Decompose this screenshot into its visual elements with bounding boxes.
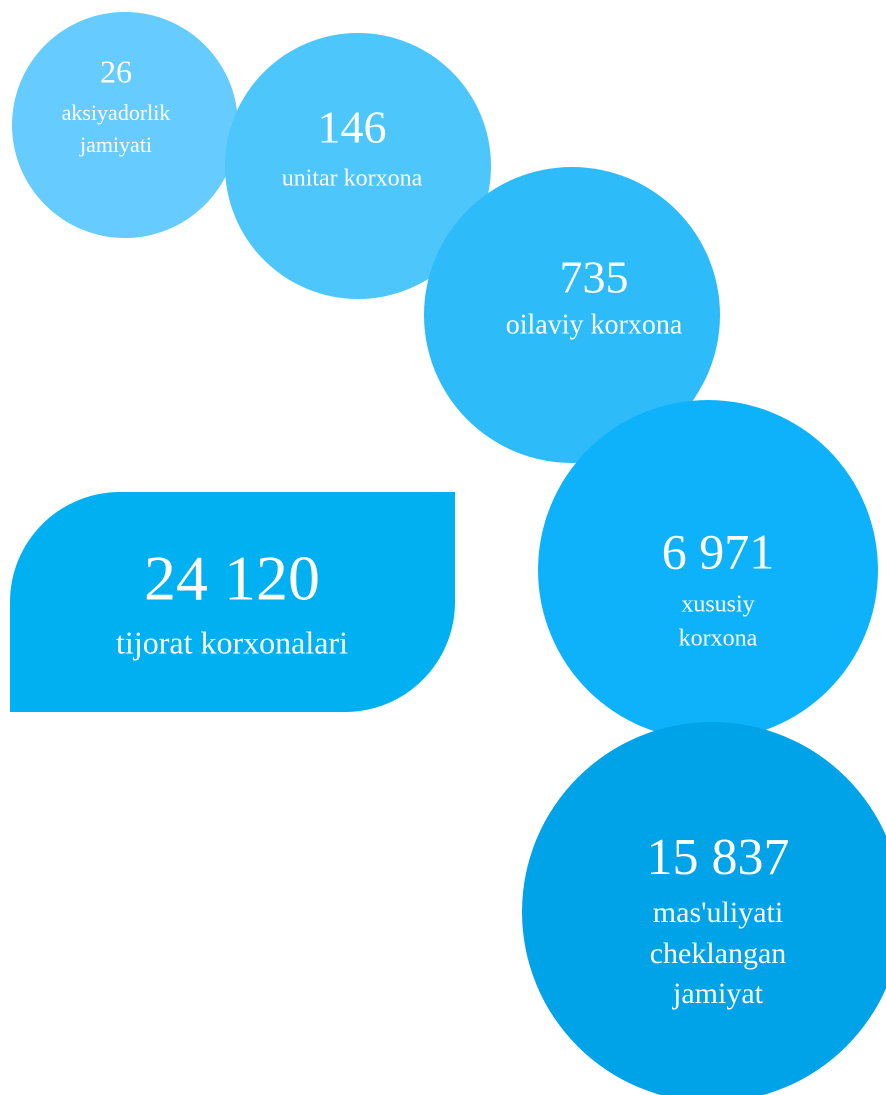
bubble-value: 26: [100, 53, 132, 89]
bubble: [522, 722, 886, 1095]
bubble-value: 735: [560, 252, 629, 303]
bubble-label: mas'uliyati: [653, 896, 783, 929]
bubble-value: 15 837: [647, 829, 790, 886]
bubble-value: 6 971: [662, 523, 775, 579]
bubble: [225, 33, 491, 299]
bubble-label: aksiyadorlik: [62, 100, 171, 125]
bubble-label: jamiyati: [79, 132, 152, 157]
bubble-label: korxona: [679, 626, 758, 652]
bubble-label: cheklangan: [650, 937, 787, 970]
bubble-label: unitar korxona: [282, 166, 423, 192]
bubble-label: oilaviy korxona: [506, 309, 683, 340]
bubble-label: xususiy: [681, 592, 754, 618]
bubble-label: jamiyat: [672, 977, 764, 1010]
bubble: [424, 167, 720, 463]
total-box: [10, 492, 455, 712]
bubble-value: 146: [318, 102, 387, 153]
bubble: [12, 12, 238, 238]
total-label: tijorat korxonalari: [116, 624, 348, 660]
bubble: [538, 400, 878, 740]
total-value: 24 120: [144, 543, 320, 614]
